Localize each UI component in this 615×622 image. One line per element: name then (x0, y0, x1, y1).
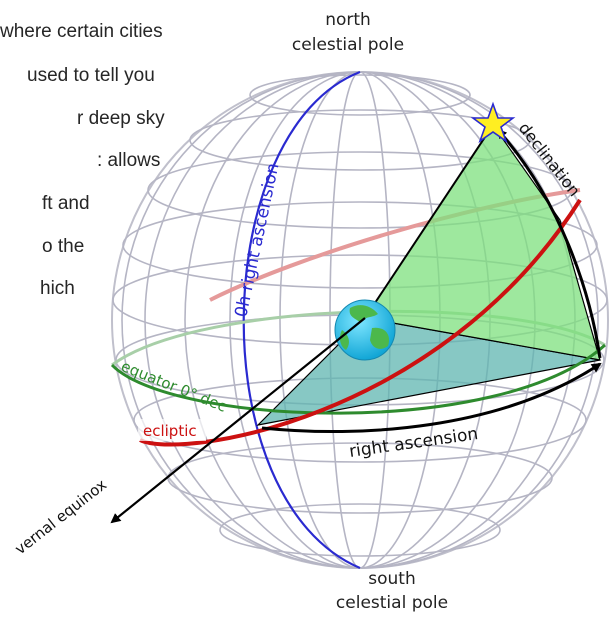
right-ascension-arc (261, 362, 602, 434)
vernal-equinox-arrow (110, 317, 366, 524)
vernal-equinox-label: vernal equinox (11, 475, 110, 558)
earth-to-star-line (364, 124, 494, 319)
paragraph-line: : allows (97, 150, 161, 171)
celestial-equator (110, 343, 607, 415)
paragraph-line: r deep sky (77, 108, 165, 129)
paragraph-line: used to tell you (27, 65, 155, 86)
star-icon (470, 101, 516, 144)
latitude-grid (112, 74, 608, 557)
paragraph-line: hich (40, 278, 75, 299)
ecliptic-label-box: ecliptic (138, 419, 206, 441)
north-pole-label-line1: north (325, 10, 371, 30)
south-pole-label-line2: celestial pole (336, 593, 448, 613)
ecliptic-label: ecliptic (143, 422, 197, 440)
earth-icon (334, 299, 396, 361)
paragraph-line: ft and (42, 193, 90, 214)
paragraph-line: where certain cities (0, 21, 163, 42)
declination-arc (496, 128, 602, 359)
paragraph-line: o the (42, 236, 85, 257)
zero-hour-meridian (242, 70, 361, 570)
ecliptic-line (139, 198, 582, 447)
north-pole-label-line2: celestial pole (292, 35, 404, 55)
south-pole-label-line1: south (368, 569, 415, 589)
